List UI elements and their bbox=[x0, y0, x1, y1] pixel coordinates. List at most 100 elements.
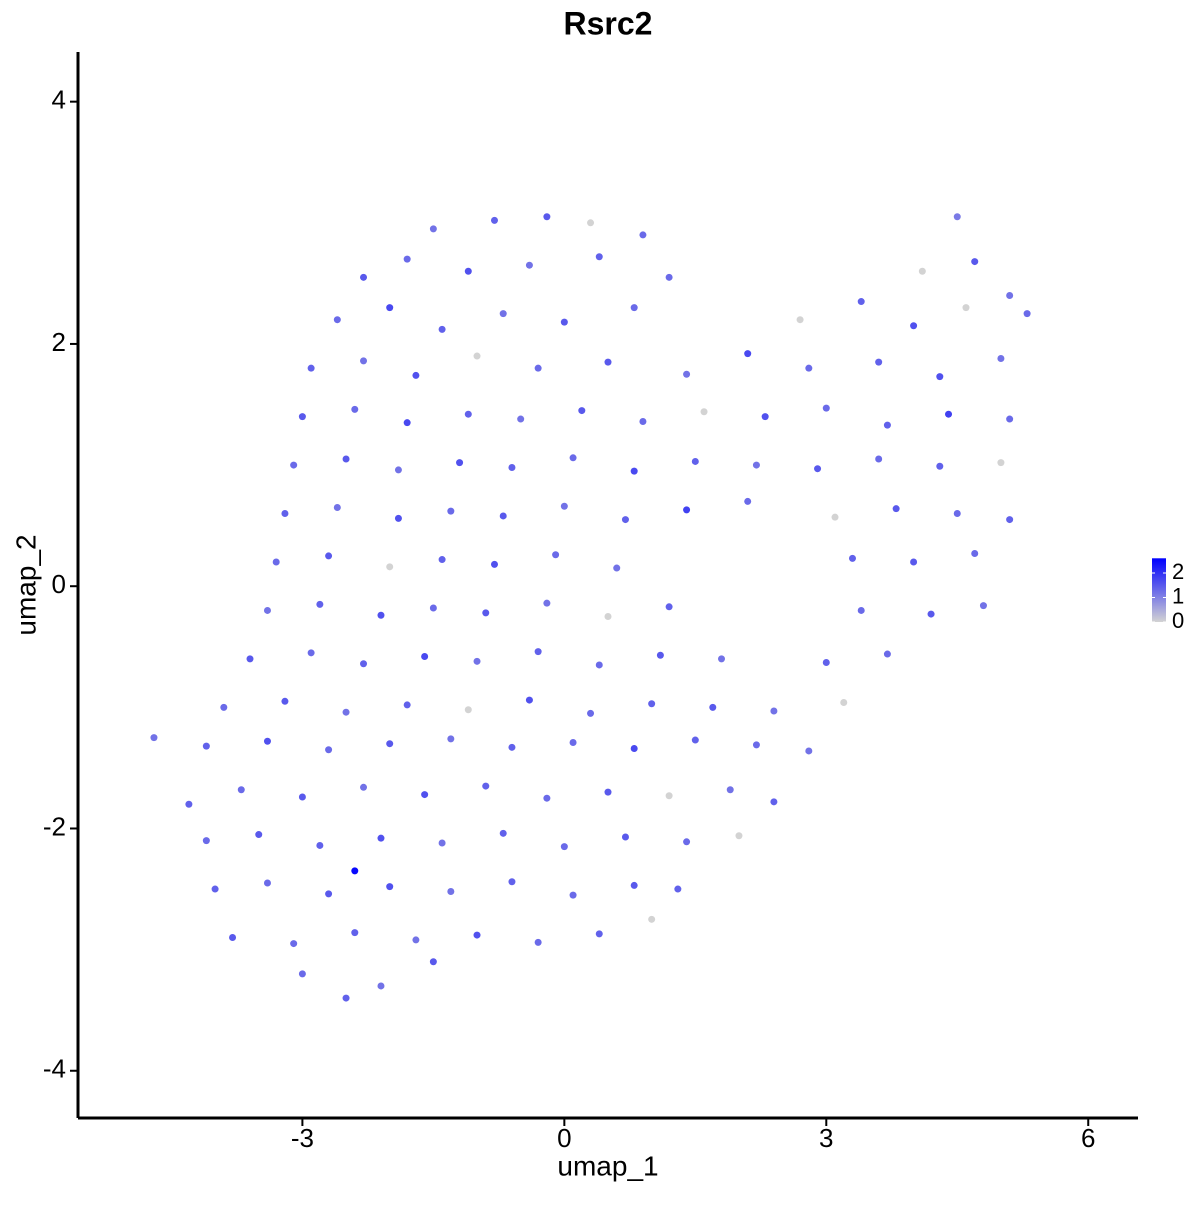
cell-point bbox=[429, 958, 437, 966]
cell-point bbox=[656, 651, 664, 659]
cell-point bbox=[508, 743, 516, 751]
cell-point bbox=[281, 697, 289, 705]
cell-point bbox=[185, 800, 193, 808]
cell-point bbox=[683, 370, 691, 378]
cell-point bbox=[263, 606, 271, 614]
cell-point bbox=[604, 612, 612, 620]
cell-point bbox=[525, 696, 533, 704]
cell-point bbox=[412, 371, 420, 379]
cell-point bbox=[377, 982, 385, 990]
cell-point bbox=[473, 931, 481, 939]
cell-point bbox=[840, 699, 848, 707]
cell-point bbox=[525, 261, 533, 269]
cell-point bbox=[298, 970, 306, 978]
cell-point bbox=[683, 838, 691, 846]
cell-point bbox=[386, 304, 394, 312]
cell-point bbox=[718, 655, 726, 663]
cell-point bbox=[325, 890, 333, 898]
cell-point bbox=[857, 606, 865, 614]
cell-point bbox=[490, 216, 498, 224]
cell-point bbox=[560, 318, 568, 326]
cell-point bbox=[805, 747, 813, 755]
cell-point bbox=[473, 657, 481, 665]
cell-point bbox=[621, 516, 629, 524]
cell-point bbox=[770, 707, 778, 715]
y-tick-label: 2 bbox=[52, 327, 66, 357]
cell-point bbox=[351, 405, 359, 413]
cell-point bbox=[630, 881, 638, 889]
cell-point bbox=[1006, 415, 1014, 423]
cell-point bbox=[1006, 516, 1014, 524]
cell-point bbox=[875, 358, 883, 366]
y-tick-label: 4 bbox=[52, 85, 66, 115]
cell-point bbox=[595, 253, 603, 261]
cell-point bbox=[342, 708, 350, 716]
cell-point bbox=[263, 737, 271, 745]
cell-point bbox=[848, 554, 856, 562]
cell-point bbox=[744, 497, 752, 505]
cell-point bbox=[421, 652, 429, 660]
cell-point bbox=[543, 794, 551, 802]
cell-point bbox=[438, 556, 446, 564]
cell-point bbox=[307, 364, 315, 372]
cell-point bbox=[997, 459, 1005, 467]
cell-point bbox=[421, 791, 429, 799]
cell-point bbox=[648, 700, 656, 708]
cell-point bbox=[910, 558, 918, 566]
cell-point bbox=[403, 419, 411, 427]
cell-point bbox=[307, 649, 315, 657]
colorbar-label: 0 bbox=[1172, 608, 1184, 633]
cell-point bbox=[377, 834, 385, 842]
cell-point bbox=[560, 843, 568, 851]
cell-point bbox=[534, 938, 542, 946]
cell-point bbox=[910, 322, 918, 330]
y-tick-label: -4 bbox=[43, 1054, 66, 1084]
colorbar-label: 2 bbox=[1172, 559, 1184, 584]
cell-point bbox=[560, 502, 568, 510]
cell-point bbox=[735, 832, 743, 840]
cell-point bbox=[482, 782, 490, 790]
cell-point bbox=[945, 410, 953, 418]
cell-point bbox=[360, 783, 368, 791]
cell-point bbox=[473, 352, 481, 360]
cell-point bbox=[639, 417, 647, 425]
cell-point bbox=[971, 258, 979, 266]
x-tick-label: -3 bbox=[291, 1123, 314, 1153]
cell-point bbox=[229, 934, 237, 942]
cell-point bbox=[211, 885, 219, 893]
cell-point bbox=[752, 741, 760, 749]
cell-point bbox=[482, 609, 490, 617]
chart-title: Rsrc2 bbox=[564, 5, 653, 41]
cell-point bbox=[936, 373, 944, 381]
cell-point bbox=[578, 407, 586, 415]
cell-point bbox=[604, 358, 612, 366]
cell-point bbox=[953, 510, 961, 518]
cell-point bbox=[351, 929, 359, 937]
cell-point bbox=[534, 364, 542, 372]
x-axis-title: umap_1 bbox=[557, 1150, 658, 1181]
cell-point bbox=[464, 410, 472, 418]
cell-point bbox=[508, 878, 516, 886]
cell-point bbox=[569, 738, 577, 746]
cell-point bbox=[386, 563, 394, 571]
cell-point bbox=[665, 273, 673, 281]
cell-point bbox=[499, 829, 507, 837]
cell-point bbox=[351, 867, 359, 875]
cell-point bbox=[621, 833, 629, 841]
cell-point bbox=[569, 891, 577, 899]
cell-point bbox=[447, 507, 455, 515]
cell-point bbox=[499, 512, 507, 520]
cell-point bbox=[534, 648, 542, 656]
cell-point bbox=[403, 255, 411, 263]
cell-point bbox=[630, 467, 638, 475]
cell-point bbox=[744, 350, 752, 358]
cell-point bbox=[979, 602, 987, 610]
cell-point bbox=[814, 465, 822, 473]
cell-point bbox=[377, 611, 385, 619]
cell-point bbox=[333, 316, 341, 324]
cell-point bbox=[316, 841, 324, 849]
cell-point bbox=[569, 454, 577, 462]
cell-point bbox=[342, 994, 350, 1002]
cell-point bbox=[325, 746, 333, 754]
